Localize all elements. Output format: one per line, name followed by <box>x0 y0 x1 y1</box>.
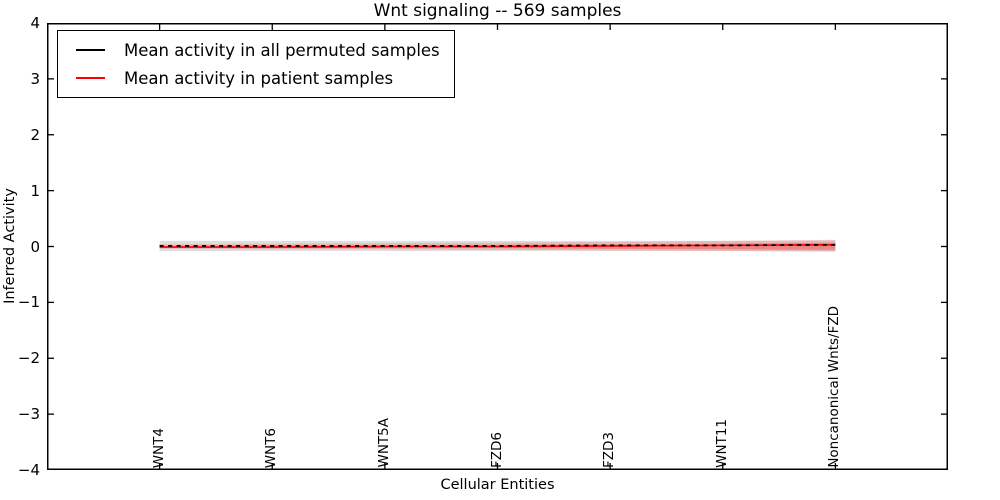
legend-label-permuted: Mean activity in all permuted samples <box>124 40 440 60</box>
x-tick-label-wnt6: WNT6 <box>263 427 280 468</box>
x-axis-label: Cellular Entities <box>440 477 555 493</box>
legend-entry-permuted: Mean activity in all permuted samples <box>58 36 440 64</box>
legend: Mean activity in all permuted samples Me… <box>57 30 455 98</box>
y-tick-label: −1 <box>17 293 40 312</box>
y-tick-label: 2 <box>30 125 40 144</box>
y-tick-label: 4 <box>30 14 40 32</box>
legend-entry-patient: Mean activity in patient samples <box>58 64 440 92</box>
x-tick-label-wnt5a: WNT5A <box>375 418 392 468</box>
x-tick-label-fzd6: FZD6 <box>488 432 505 468</box>
plot-area: Mean activity in all permuted samples Me… <box>47 23 948 470</box>
legend-line-permuted-icon <box>76 49 105 51</box>
y-tick-label: −4 <box>17 461 40 479</box>
x-tick-label-fzd3: FZD3 <box>601 432 618 468</box>
y-tick-label: 0 <box>30 237 40 256</box>
y-tick-label: −3 <box>17 405 40 424</box>
y-tick-label: 1 <box>30 181 40 200</box>
legend-line-patient-icon <box>76 77 105 79</box>
legend-label-patient: Mean activity in patient samples <box>124 68 394 88</box>
y-tick-label: −2 <box>17 349 40 368</box>
y-tick-label: 3 <box>30 69 40 88</box>
x-tick-label-wnt4: WNT4 <box>150 427 167 468</box>
plot-canvas <box>47 23 948 470</box>
chart-title: Wnt signaling -- 569 samples <box>373 1 622 21</box>
x-tick-label-noncanonical-wnts-fzd: Noncanonical Wnts/FZD <box>826 306 843 468</box>
x-tick-label-wnt11: WNT11 <box>713 419 730 468</box>
